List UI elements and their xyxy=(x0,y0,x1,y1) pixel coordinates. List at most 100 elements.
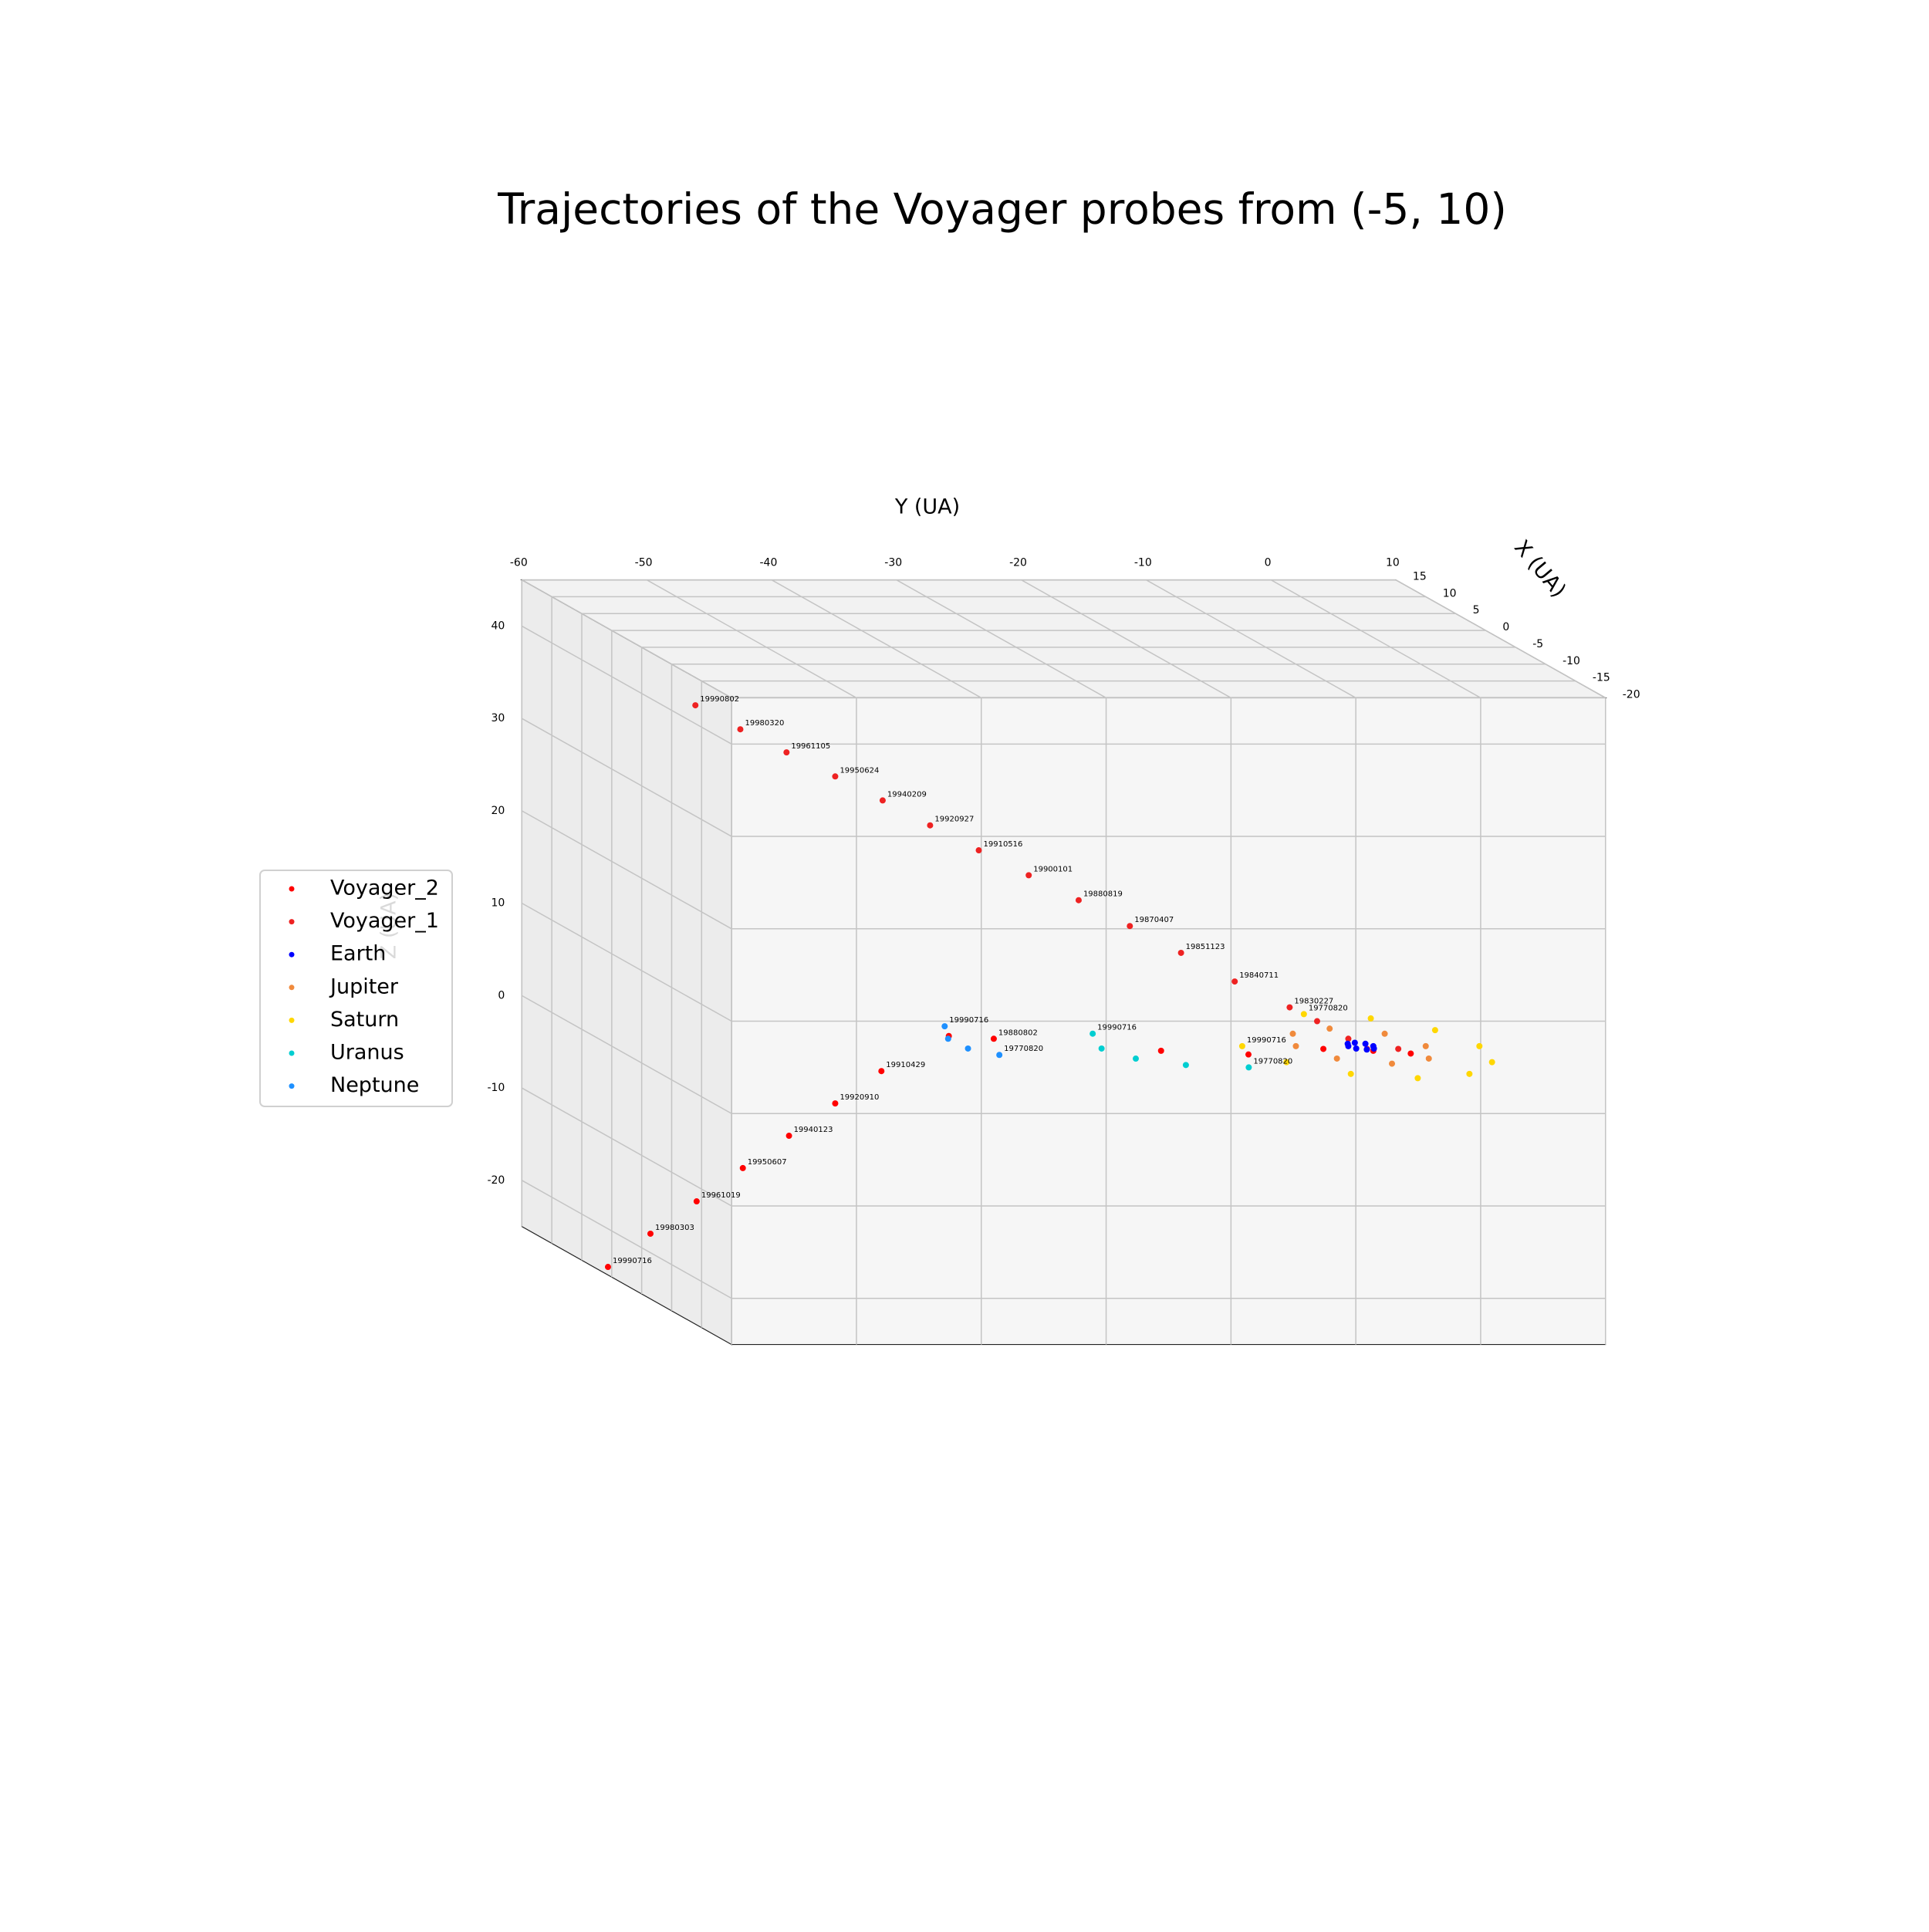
y-tick-label: 10 xyxy=(1386,557,1400,569)
data-point xyxy=(1425,1055,1432,1062)
x-tick-label: 0 xyxy=(1502,621,1509,633)
data-point xyxy=(737,726,744,733)
legend-marker xyxy=(289,886,295,892)
point-label: 19990716 xyxy=(613,1257,652,1265)
data-point xyxy=(832,1100,839,1107)
marks xyxy=(604,702,1495,1271)
data-point xyxy=(1320,1045,1327,1052)
legend-label: Uranus xyxy=(330,1041,404,1065)
point-label: 19950624 xyxy=(840,766,879,775)
point-label: 19840711 xyxy=(1239,971,1279,980)
legend-label: Voyager_1 xyxy=(330,909,439,933)
data-point xyxy=(1363,1046,1370,1053)
y-tick-label: -30 xyxy=(884,557,902,569)
grid-line xyxy=(1270,579,1481,699)
data-point xyxy=(879,797,886,804)
z-tick-label: 40 xyxy=(491,620,505,632)
data-point xyxy=(1370,1045,1377,1052)
data-point xyxy=(996,1052,1003,1059)
point-label: 19980303 xyxy=(655,1224,694,1232)
y-axis-label: Y (UA) xyxy=(894,495,960,519)
x-tick-label: -5 xyxy=(1532,638,1543,650)
grid-line xyxy=(521,995,732,1114)
data-point xyxy=(990,1035,997,1042)
point-label: 19980320 xyxy=(745,719,784,728)
point-label: 19920927 xyxy=(934,816,974,824)
data-point xyxy=(964,1045,971,1052)
z-tick-label: -10 xyxy=(487,1082,505,1094)
point-label: 19770820 xyxy=(1004,1045,1043,1053)
data-point xyxy=(1089,1030,1096,1037)
z-tick-label: -20 xyxy=(487,1174,505,1187)
data-point xyxy=(739,1164,746,1171)
grid-line xyxy=(646,579,857,699)
data-point xyxy=(1286,1004,1293,1011)
data-point xyxy=(1414,1075,1421,1082)
grid-line xyxy=(521,718,732,837)
data-point xyxy=(1238,1042,1245,1049)
legend-label: Earth xyxy=(330,942,386,966)
point-label: 19770820 xyxy=(1253,1057,1292,1066)
labels: -60 -50 -40 -30 -20 -10 0 10-20-10010203040-20-… xyxy=(487,557,1640,1265)
point-label: 19851123 xyxy=(1186,943,1225,951)
data-point xyxy=(1333,1055,1340,1062)
grid-line xyxy=(521,625,732,745)
point-label: 19770820 xyxy=(1309,1004,1348,1012)
data-point xyxy=(783,749,790,756)
data-point xyxy=(1345,1035,1352,1042)
z-tick-label: 10 xyxy=(491,897,505,910)
grid-line xyxy=(521,1087,732,1207)
point-label: 19961019 xyxy=(701,1191,741,1200)
data-point xyxy=(1182,1062,1189,1069)
grid-line xyxy=(521,1180,732,1299)
z-tick-label: 0 xyxy=(498,989,505,1001)
data-point xyxy=(1098,1045,1105,1052)
grid-line xyxy=(521,902,732,1022)
point-label: 19961105 xyxy=(791,742,830,751)
legend-marker xyxy=(289,951,295,958)
point-label: 19990716 xyxy=(1097,1024,1137,1032)
data-point xyxy=(1431,1027,1438,1034)
legend: Voyager_2 Voyager_1 Earth Jupiter Saturn Uran… xyxy=(259,870,453,1107)
point-label: 19910516 xyxy=(984,840,1023,849)
data-point xyxy=(1313,1018,1320,1025)
data-point xyxy=(693,1198,700,1205)
legend-label: Neptune xyxy=(330,1073,419,1097)
point-label: 19830227 xyxy=(1294,998,1333,1006)
data-point xyxy=(604,1264,611,1271)
point-label: 19920910 xyxy=(840,1093,879,1102)
y-tick-label: -10 xyxy=(1134,557,1152,569)
legend-marker xyxy=(289,1050,295,1056)
y-tick-label: -50 xyxy=(635,557,653,569)
data-point xyxy=(1488,1059,1495,1066)
point-label: 19910429 xyxy=(886,1061,925,1069)
legend-marker xyxy=(289,985,295,991)
data-point xyxy=(1245,1051,1252,1058)
point-label: 19990716 xyxy=(949,1016,988,1025)
point-label: 19950607 xyxy=(748,1158,787,1167)
data-point xyxy=(647,1230,654,1237)
point-label: 19880819 xyxy=(1083,890,1123,899)
point-label: 19940123 xyxy=(794,1126,833,1134)
data-point xyxy=(1422,1042,1429,1049)
data-point xyxy=(1157,1047,1164,1054)
data-point xyxy=(832,773,839,780)
data-point xyxy=(1075,897,1082,904)
data-point xyxy=(944,1035,951,1042)
point-label: 19900101 xyxy=(1033,865,1073,873)
grid-line xyxy=(1145,579,1356,699)
chart-title: Trajectories of the Voyager probes from … xyxy=(497,184,1507,234)
y-tick-label: -40 xyxy=(759,557,777,569)
data-point xyxy=(1381,1030,1388,1037)
data-point xyxy=(1389,1060,1396,1067)
x-tick-label: -15 xyxy=(1593,672,1610,684)
data-point xyxy=(1353,1045,1360,1052)
x-tick-label: 5 xyxy=(1473,604,1480,616)
grid-line xyxy=(771,579,982,699)
legend-box xyxy=(259,870,453,1107)
x-tick-label: 10 xyxy=(1443,587,1457,600)
y-tick-label: 0 xyxy=(1265,557,1272,569)
data-point xyxy=(1127,923,1133,930)
data-point xyxy=(1177,949,1184,956)
